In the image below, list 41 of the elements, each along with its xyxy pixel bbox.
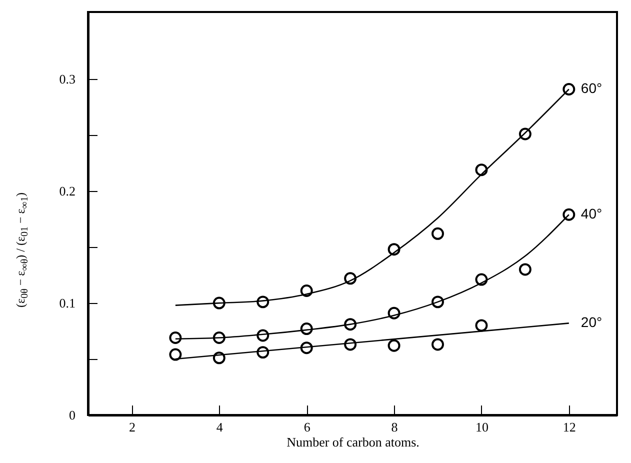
point	[562, 83, 576, 96]
x-tick-label: 2	[128, 420, 136, 434]
point	[518, 263, 532, 276]
point	[344, 338, 357, 351]
x-tick-label: 12	[562, 420, 576, 434]
point	[300, 342, 313, 354]
point	[388, 243, 400, 256]
point	[518, 128, 532, 140]
point	[169, 348, 182, 361]
y-tick-label: 0.2	[59, 184, 76, 199]
x-tick-label: 4	[216, 420, 224, 434]
x-axis-title: Number of carbon atoms.	[286, 434, 420, 450]
point	[344, 318, 357, 331]
point	[212, 296, 226, 310]
point	[432, 227, 444, 240]
point	[388, 306, 400, 320]
point	[562, 208, 576, 221]
point	[256, 329, 270, 342]
point	[169, 332, 182, 344]
point	[256, 296, 270, 308]
point	[388, 339, 400, 352]
point	[212, 352, 226, 364]
point	[344, 272, 357, 285]
x-tick-label: 10	[475, 420, 488, 434]
point	[300, 322, 313, 336]
series-label: 20°	[580, 314, 602, 330]
series-label: 60°	[580, 80, 602, 96]
y-tick-label: 0	[69, 408, 76, 422]
x-tick-label: 6	[304, 420, 311, 434]
y-tick-label: 0.1	[59, 296, 76, 311]
point	[432, 338, 444, 351]
series-label: 40°	[580, 206, 602, 222]
point	[432, 296, 444, 308]
point	[212, 332, 226, 344]
point	[475, 319, 488, 332]
point	[475, 164, 488, 176]
point	[256, 346, 270, 359]
x-tick-label: 8	[391, 420, 398, 434]
point	[300, 284, 313, 297]
point	[475, 273, 488, 286]
y-tick-label: 0.3	[59, 72, 76, 87]
